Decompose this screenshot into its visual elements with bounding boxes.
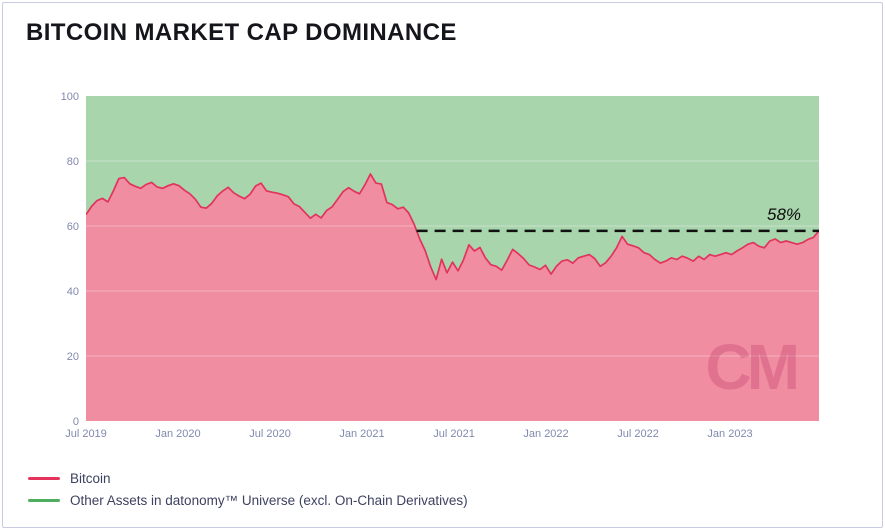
bitcoin-line [86,173,819,281]
x-tick-label: Jan 2021 [339,428,385,440]
y-tick-label: 20 [66,350,79,363]
x-tick-label: Jan 2020 [155,428,201,440]
x-tick-label: Jul 2021 [433,428,475,440]
x-tick-label: Jul 2019 [65,428,107,440]
legend-item-bitcoin: Bitcoin [28,467,468,489]
page-title: BITCOIN MARKET CAP DOMINANCE [26,19,457,46]
y-tick-label: 0 [72,415,79,428]
other-assets-line-swatch [28,498,60,502]
y-tick-label: 60 [66,220,79,233]
x-tick-label: Jul 2020 [249,428,291,440]
bitcoin-line-swatch [28,476,60,480]
y-tick-label: 40 [66,285,79,298]
plot-area: CM [86,96,819,421]
coinmetrics-watermark: CM [705,331,800,403]
legend-label: Other Assets in datonomy™ Universe (excl… [70,492,468,508]
y-tick-label: 100 [60,90,79,103]
legend-label: Bitcoin [70,470,111,486]
y-tick-label: 80 [66,155,79,168]
x-tick-label: Jan 2023 [707,428,753,440]
x-tick-label: Jan 2022 [523,428,569,440]
dominance-area-chart [86,96,819,421]
legend: Bitcoin Other Assets in datonomy™ Univer… [28,467,468,511]
x-tick-label: Jul 2022 [617,428,659,440]
legend-item-other-assets: Other Assets in datonomy™ Universe (excl… [28,489,468,511]
bitcoin-area [86,174,819,421]
dashed-line-annotation-label: 58% [767,204,802,224]
